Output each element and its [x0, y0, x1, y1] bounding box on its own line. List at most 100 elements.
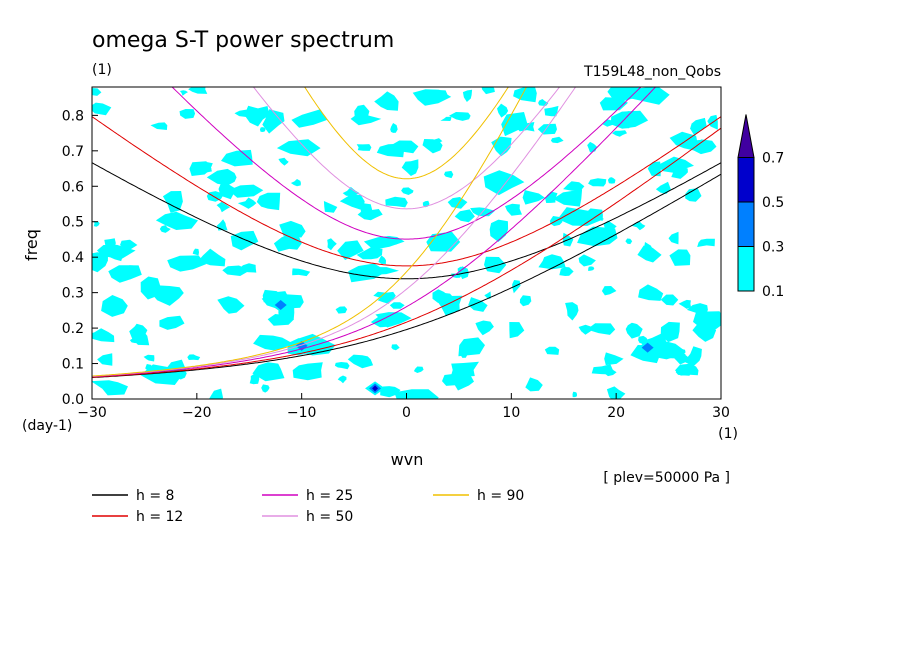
legend-label: h = 8 [136, 488, 174, 504]
mrg-curve [92, 127, 721, 378]
contour-blob [155, 211, 198, 230]
contour-blob [179, 90, 188, 96]
contour-blob [256, 192, 281, 211]
contour-blob [625, 322, 643, 339]
contour-blob [583, 208, 603, 221]
title-units: (1) [92, 62, 112, 78]
x-axis-label: wvn [391, 450, 424, 469]
chart-title: omega S-T power spectrum [92, 28, 394, 53]
contour-blob [602, 119, 615, 127]
contour-blob [249, 374, 260, 385]
mrg-curve [92, 173, 721, 379]
contour-blob [323, 201, 338, 213]
y-axis-label: freq [22, 229, 41, 261]
contour-blob [501, 112, 528, 137]
contour-blob [97, 353, 113, 366]
x-tick-label: 30 [712, 405, 730, 421]
contour-blob [607, 177, 616, 184]
contour-blob [545, 191, 558, 203]
peak-mid [274, 300, 287, 311]
y-tick-label: 0.7 [62, 144, 84, 160]
contour-blob [603, 220, 617, 230]
colorbar-label: 0.7 [762, 151, 784, 167]
contour-blob [193, 161, 213, 173]
contour-blob [217, 296, 245, 314]
colorbar-label: 0.5 [762, 195, 784, 211]
contour-blob [339, 194, 365, 211]
y-tick-label: 0.4 [62, 250, 84, 266]
contour-blob [222, 265, 251, 276]
contour-blob [437, 295, 463, 316]
contour-blob [588, 266, 595, 271]
x-tick-label: −10 [287, 405, 317, 421]
contour-blob [454, 209, 475, 223]
contour-blob [375, 312, 412, 328]
contour-blob [389, 302, 405, 309]
contour-blob [450, 361, 479, 377]
contour-blob [188, 87, 208, 94]
level-note: [ plev=50000 Pa ] [603, 470, 730, 486]
contour-blob [253, 334, 294, 351]
contour-blob [373, 291, 396, 301]
contour-blob [462, 89, 473, 102]
contour-blob [505, 203, 522, 216]
x-tick-label: 0 [402, 405, 411, 421]
contour-blob [544, 105, 559, 117]
x-axis-ticks: −30 −20 −10 0 10 20 30 [77, 393, 730, 421]
contour-blob [563, 181, 585, 191]
mrg-curve [92, 87, 657, 378]
contour-blob [481, 87, 495, 95]
contour-blob [167, 255, 207, 272]
contour-blob [216, 219, 228, 231]
contour-blob [337, 375, 347, 384]
contour-blob [159, 225, 171, 233]
y-tick-label: 0.5 [62, 215, 84, 231]
contour-blob [468, 297, 488, 312]
contour-blob [550, 136, 564, 144]
contour-blob [192, 248, 199, 256]
experiment-label: T159L48_non_Qobs [583, 64, 721, 80]
colorbar-box [737, 157, 755, 203]
contour-blob [538, 254, 566, 270]
contour-blob [525, 377, 543, 392]
contour-blob [427, 89, 448, 100]
contour-blob [261, 291, 290, 309]
contour-blob [512, 280, 521, 294]
contour-blob [637, 245, 662, 263]
contour-blob [337, 240, 364, 260]
contour-blob [588, 178, 607, 187]
contour-blob [422, 139, 443, 154]
contour-blob [350, 112, 382, 126]
contour-blob [290, 179, 301, 187]
contour-blob [376, 143, 405, 158]
contour-blob [638, 335, 648, 345]
contour-blob [604, 352, 624, 366]
mrg-curve [92, 87, 577, 377]
contour-blob [601, 286, 617, 296]
ig-curve [171, 87, 642, 240]
contour-blob [150, 122, 168, 130]
x-tick-label: 10 [502, 405, 520, 421]
contour-blob [515, 122, 535, 132]
contour-blob [671, 166, 688, 179]
ig-curve [92, 162, 721, 280]
legend-label: h = 90 [477, 488, 524, 504]
contour-blob [279, 220, 306, 238]
x-tick-label: −20 [182, 405, 212, 421]
contour-blob [363, 236, 405, 250]
contour-blob [347, 354, 374, 369]
contour-blob [401, 187, 414, 195]
contour-blob [335, 306, 348, 314]
contour-blob [145, 364, 153, 373]
colorbar-label: 0.3 [762, 240, 784, 256]
contour-blob [356, 247, 383, 260]
ig-curve [252, 87, 561, 210]
contour-blob [660, 294, 679, 306]
contour-blob [92, 328, 115, 343]
legend-label: h = 25 [306, 488, 353, 504]
y-tick-label: 0.8 [62, 108, 84, 124]
contour-blob [483, 170, 525, 196]
contour-blob [675, 363, 699, 376]
contour-blob [208, 388, 223, 399]
contour-blob [519, 295, 532, 307]
